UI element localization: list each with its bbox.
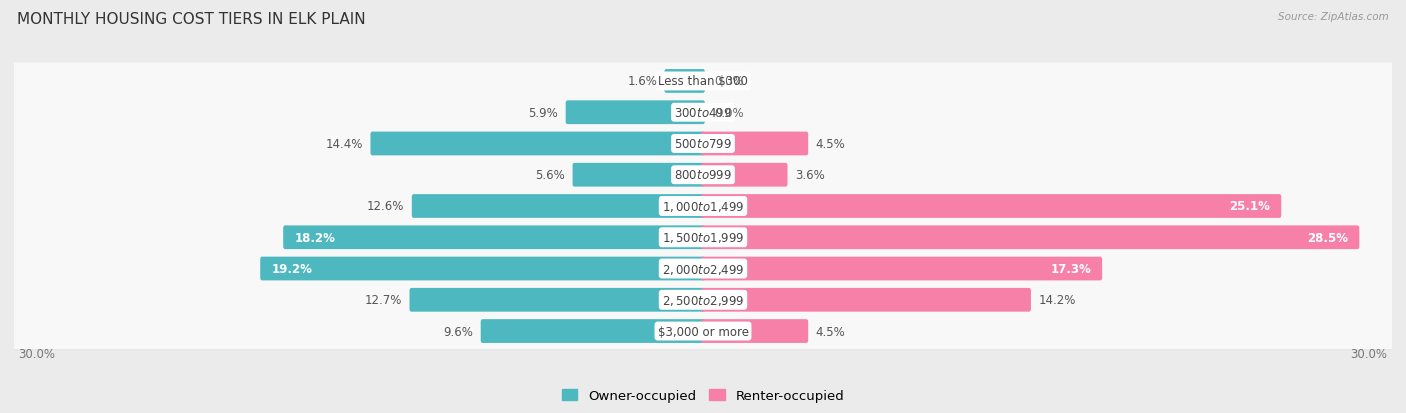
FancyBboxPatch shape: [11, 157, 1395, 195]
Text: 30.0%: 30.0%: [18, 347, 56, 360]
FancyBboxPatch shape: [565, 101, 704, 125]
Text: $300 to $499: $300 to $499: [673, 107, 733, 119]
FancyBboxPatch shape: [702, 288, 1031, 312]
Text: 30.0%: 30.0%: [1350, 347, 1388, 360]
FancyBboxPatch shape: [702, 132, 808, 156]
Text: 18.2%: 18.2%: [294, 231, 335, 244]
FancyBboxPatch shape: [11, 189, 1395, 225]
FancyBboxPatch shape: [11, 188, 1395, 225]
Text: $1,000 to $1,499: $1,000 to $1,499: [662, 199, 744, 214]
FancyBboxPatch shape: [11, 126, 1395, 163]
FancyBboxPatch shape: [370, 132, 704, 156]
FancyBboxPatch shape: [665, 70, 704, 94]
Text: 4.5%: 4.5%: [815, 138, 845, 151]
Text: 0.0%: 0.0%: [714, 107, 744, 119]
FancyBboxPatch shape: [283, 226, 704, 249]
Text: 25.1%: 25.1%: [1229, 200, 1270, 213]
FancyBboxPatch shape: [11, 282, 1395, 318]
Text: 19.2%: 19.2%: [271, 262, 312, 275]
Text: MONTHLY HOUSING COST TIERS IN ELK PLAIN: MONTHLY HOUSING COST TIERS IN ELK PLAIN: [17, 12, 366, 27]
Text: 14.4%: 14.4%: [326, 138, 363, 151]
Text: $800 to $999: $800 to $999: [673, 169, 733, 182]
Text: 5.6%: 5.6%: [536, 169, 565, 182]
Text: 4.5%: 4.5%: [815, 325, 845, 338]
Text: $1,500 to $1,999: $1,500 to $1,999: [662, 231, 744, 244]
FancyBboxPatch shape: [11, 95, 1395, 131]
Text: Less than $300: Less than $300: [658, 75, 748, 88]
Text: 12.7%: 12.7%: [364, 294, 402, 306]
Text: 0.0%: 0.0%: [714, 75, 744, 88]
Text: 3.6%: 3.6%: [794, 169, 824, 182]
FancyBboxPatch shape: [702, 257, 1102, 281]
FancyBboxPatch shape: [702, 195, 1281, 218]
Text: 9.6%: 9.6%: [443, 325, 474, 338]
FancyBboxPatch shape: [11, 219, 1395, 256]
FancyBboxPatch shape: [11, 64, 1395, 101]
FancyBboxPatch shape: [702, 164, 787, 187]
Text: 14.2%: 14.2%: [1038, 294, 1076, 306]
FancyBboxPatch shape: [11, 95, 1395, 132]
FancyBboxPatch shape: [11, 126, 1395, 163]
FancyBboxPatch shape: [702, 226, 1360, 249]
FancyBboxPatch shape: [409, 288, 704, 312]
Text: 1.6%: 1.6%: [627, 75, 657, 88]
Text: $500 to $799: $500 to $799: [673, 138, 733, 151]
FancyBboxPatch shape: [481, 319, 704, 343]
FancyBboxPatch shape: [11, 313, 1395, 350]
FancyBboxPatch shape: [11, 63, 1395, 100]
FancyBboxPatch shape: [260, 257, 704, 281]
Legend: Owner-occupied, Renter-occupied: Owner-occupied, Renter-occupied: [557, 384, 849, 408]
Text: $3,000 or more: $3,000 or more: [658, 325, 748, 338]
Text: 12.6%: 12.6%: [367, 200, 405, 213]
FancyBboxPatch shape: [11, 157, 1395, 194]
FancyBboxPatch shape: [11, 282, 1395, 319]
FancyBboxPatch shape: [702, 319, 808, 343]
Text: Source: ZipAtlas.com: Source: ZipAtlas.com: [1278, 12, 1389, 22]
Text: 28.5%: 28.5%: [1308, 231, 1348, 244]
Text: 5.9%: 5.9%: [529, 107, 558, 119]
FancyBboxPatch shape: [572, 164, 704, 187]
Text: $2,500 to $2,999: $2,500 to $2,999: [662, 293, 744, 307]
FancyBboxPatch shape: [11, 220, 1395, 257]
Text: $2,000 to $2,499: $2,000 to $2,499: [662, 262, 744, 276]
Text: 17.3%: 17.3%: [1050, 262, 1091, 275]
FancyBboxPatch shape: [11, 313, 1395, 350]
FancyBboxPatch shape: [11, 251, 1395, 288]
FancyBboxPatch shape: [11, 250, 1395, 287]
FancyBboxPatch shape: [412, 195, 704, 218]
